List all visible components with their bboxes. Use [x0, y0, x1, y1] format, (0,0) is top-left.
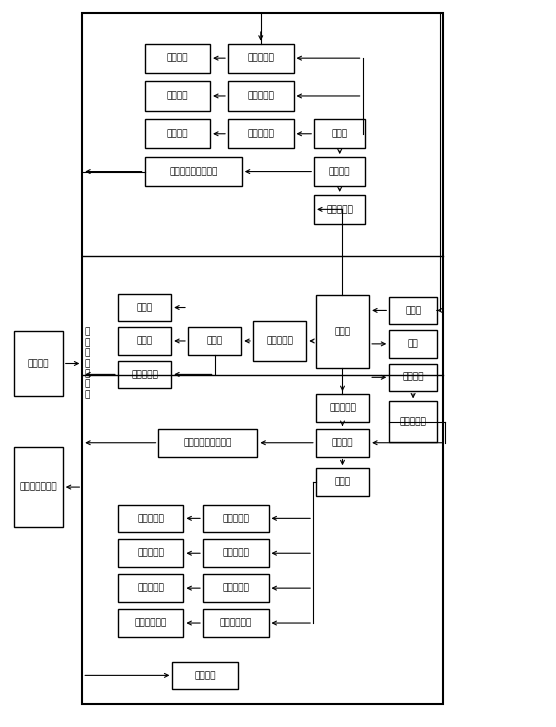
Bar	[172, 662, 238, 689]
Bar	[228, 119, 294, 148]
Bar	[14, 331, 63, 396]
Text: 照明设备: 照明设备	[195, 671, 216, 680]
Text: 驱动继电器: 驱动继电器	[326, 205, 353, 214]
Text: 工作继电器: 工作继电器	[329, 403, 356, 412]
Text: 旋转电磁阀: 旋转电磁阀	[247, 54, 274, 63]
Text: 供风器: 供风器	[136, 337, 153, 345]
Text: 电容继电器: 电容继电器	[400, 417, 426, 426]
Bar	[314, 119, 365, 148]
Bar	[314, 157, 365, 186]
Text: 超级电容: 超级电容	[403, 373, 424, 382]
Bar	[228, 81, 294, 111]
Bar	[118, 361, 171, 388]
Text: 控制面板: 控制面板	[28, 359, 49, 368]
Text: 推进液压缸: 推进液压缸	[137, 514, 164, 523]
Text: 支撑电磁阀组: 支撑电磁阀组	[220, 619, 252, 627]
Bar	[316, 468, 369, 496]
Bar	[118, 539, 183, 567]
Bar	[253, 321, 306, 361]
Bar	[118, 574, 183, 602]
Text: 俯仰液压缸: 俯仰液压缸	[137, 584, 164, 593]
Text: 驱动电机负载传感器: 驱动电机负载传感器	[169, 167, 217, 176]
Bar	[188, 327, 241, 355]
Text: 右驱电磁阀: 右驱电磁阀	[247, 129, 274, 138]
Bar	[316, 429, 369, 457]
Text: 驱动泵: 驱动泵	[331, 129, 348, 138]
Text: 气压传感器: 气压传感器	[131, 370, 158, 379]
Bar	[314, 195, 365, 224]
Text: 空压继电器: 空压继电器	[266, 337, 293, 345]
Text: 柴油机: 柴油机	[405, 306, 421, 315]
Bar	[203, 574, 269, 602]
Text: 工作泵: 工作泵	[334, 478, 351, 486]
Bar	[118, 505, 183, 532]
Bar	[316, 394, 369, 422]
Text: 支撑液压缸组: 支撑液压缸组	[135, 619, 167, 627]
Text: 左驱电磁阀: 左驱电磁阀	[247, 92, 274, 100]
Bar	[14, 447, 63, 527]
Text: 潜
孔
钻
车
控
制
器: 潜 孔 钻 车 控 制 器	[85, 328, 90, 399]
Bar	[389, 330, 437, 358]
Text: 驱动电机: 驱动电机	[329, 167, 350, 176]
Text: 电瓶: 电瓶	[408, 340, 419, 348]
Bar	[145, 44, 210, 73]
Bar	[118, 327, 171, 355]
Bar	[118, 609, 183, 637]
Text: 工作电机: 工作电机	[332, 438, 353, 447]
Bar	[203, 505, 269, 532]
Bar	[203, 539, 269, 567]
Bar	[145, 81, 210, 111]
Bar	[228, 44, 294, 73]
Text: 冲击器: 冲击器	[136, 303, 153, 312]
Text: 工作状态显示器: 工作状态显示器	[19, 483, 57, 491]
Bar	[389, 401, 437, 442]
Text: 摆动电磁阀: 摆动电磁阀	[222, 549, 249, 558]
Bar	[145, 119, 210, 148]
Bar	[118, 294, 171, 321]
Text: 右驱马达: 右驱马达	[167, 129, 188, 138]
Bar	[158, 429, 257, 457]
Bar	[389, 364, 437, 391]
Bar	[82, 13, 443, 704]
Text: 摆动液压缸: 摆动液压缸	[137, 549, 164, 558]
Bar	[203, 609, 269, 637]
Text: 俯仰电磁阀: 俯仰电磁阀	[222, 584, 249, 593]
Text: 空压机: 空压机	[206, 337, 223, 345]
Text: 发电机: 发电机	[334, 327, 351, 336]
Bar	[145, 157, 242, 186]
Text: 推进电磁阀: 推进电磁阀	[222, 514, 249, 523]
Text: 左驱马达: 左驱马达	[167, 92, 188, 100]
Text: 旋转马达: 旋转马达	[167, 54, 188, 63]
Bar	[316, 295, 369, 368]
Bar	[389, 297, 437, 324]
Text: 工作电机负载传感器: 工作电机负载传感器	[183, 438, 232, 447]
